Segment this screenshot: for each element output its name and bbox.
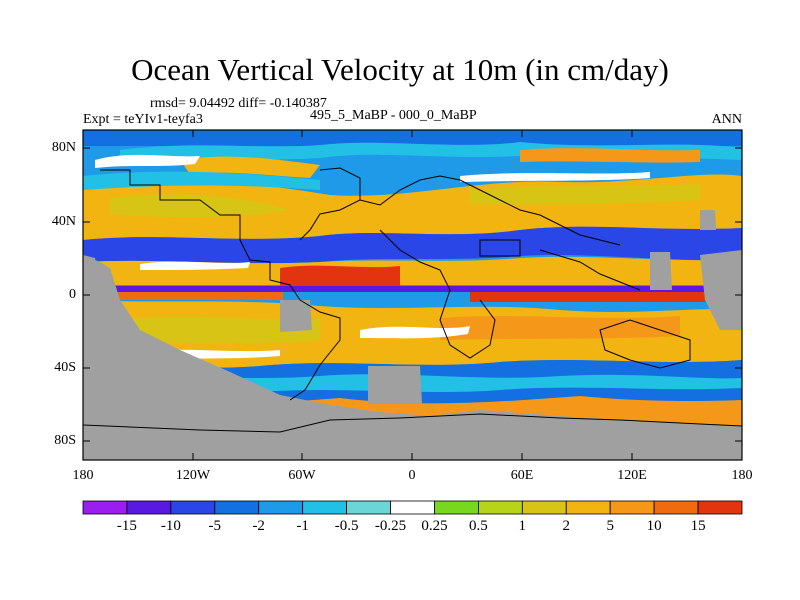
season-label: ANN — [711, 112, 742, 127]
lon-label-120w: 120W — [175, 468, 211, 483]
colorbar-label-7: 0.25 — [421, 518, 448, 534]
colorbar-box-6 — [346, 500, 391, 515]
west-land — [83, 255, 100, 290]
colorbar-box-14 — [697, 500, 743, 515]
land-island-4 — [700, 210, 716, 230]
colorbar-label-8: 0.5 — [469, 518, 488, 534]
lon-label-120e: 120E — [617, 468, 647, 483]
lat-label-80n: 80N — [51, 140, 76, 155]
equatorial-blue-stripe — [83, 286, 742, 292]
lat-label-80s: 80S — [54, 433, 76, 448]
colorbar-box-9 — [477, 500, 523, 515]
land-south-2 — [330, 430, 620, 460]
colorbar-label-1: -10 — [160, 518, 181, 534]
white-patch-2 — [460, 172, 650, 182]
arctic-band — [83, 130, 742, 146]
north-pacific-yellow — [110, 194, 290, 218]
lon-label-180e: 180 — [731, 468, 753, 483]
colorbar-label-11: 5 — [606, 518, 614, 534]
experiment-label: Expt = teYIv1-teyfa3 — [83, 112, 203, 127]
land-island-1 — [280, 300, 312, 332]
colorbar — [82, 500, 743, 515]
south-pacific-yellow — [120, 316, 320, 344]
colorbar-box-2 — [170, 500, 216, 515]
colorbar-box-10 — [521, 500, 567, 515]
equatorial-orange-stripe — [83, 292, 283, 300]
colorbar-label-10: 2 — [562, 518, 571, 534]
coastlines — [83, 167, 742, 433]
colorbar-label-3: -2 — [252, 518, 265, 534]
axis-ticks — [82, 130, 743, 460]
lon-label-0: 0 — [408, 468, 416, 483]
colorbar-box-8 — [434, 500, 479, 515]
comparison-label: 495_5_MaBP - 000_0_MaBP — [310, 108, 477, 123]
white-patch-3 — [140, 261, 250, 270]
stats-line: rmsd= 9.04492 diff= -0.140387 — [150, 96, 327, 111]
lon-label-60e: 60E — [510, 468, 534, 483]
colorbar-box-3 — [214, 500, 260, 515]
white-patch-1 — [95, 154, 200, 168]
north-eurasia-yellow — [470, 184, 700, 205]
colorbar-box-11 — [565, 500, 611, 515]
colorbar-label-5: -0.5 — [334, 518, 359, 534]
colorbar-box-4 — [258, 500, 304, 515]
colorbar-box-7 — [390, 500, 435, 515]
colorbar-label-6: -0.25 — [374, 518, 407, 534]
colorbar-label-0: -15 — [116, 518, 137, 534]
land-island-3 — [650, 252, 672, 290]
colorbar-box-1 — [126, 500, 172, 515]
colorbar-label-13: 15 — [690, 518, 706, 534]
equatorial-red-atlantic — [280, 265, 400, 286]
arctic-orange — [520, 148, 700, 163]
white-patch-4 — [360, 326, 470, 339]
land-island-2 — [368, 366, 422, 404]
plot-title: Ocean Vertical Velocity at 10m (in cm/da… — [131, 52, 669, 87]
colorbar-box-5 — [302, 500, 348, 515]
lon-label-60w: 60W — [288, 468, 316, 483]
colorbar-label-2: -5 — [208, 518, 222, 534]
lon-label-180w: 180 — [72, 468, 94, 483]
lat-label-40s: 40S — [54, 360, 76, 375]
colorbar-box-0 — [82, 500, 128, 515]
colorbar-label-12: 10 — [646, 518, 662, 534]
colorbar-label-9: 1 — [518, 518, 527, 534]
east-land — [700, 250, 742, 330]
antarctic-southern-land — [83, 255, 742, 460]
colorbar-box-13 — [653, 500, 699, 515]
colorbar-box-12 — [609, 500, 655, 515]
lat-label-40n: 40N — [51, 214, 76, 229]
map-field — [83, 130, 742, 460]
colorbar-label-4: -1 — [296, 518, 309, 534]
tropical-north-blue — [83, 226, 742, 264]
equatorial-red-stripe — [470, 292, 742, 302]
south-indian-orange — [440, 316, 680, 340]
lat-label-0: 0 — [69, 287, 76, 302]
